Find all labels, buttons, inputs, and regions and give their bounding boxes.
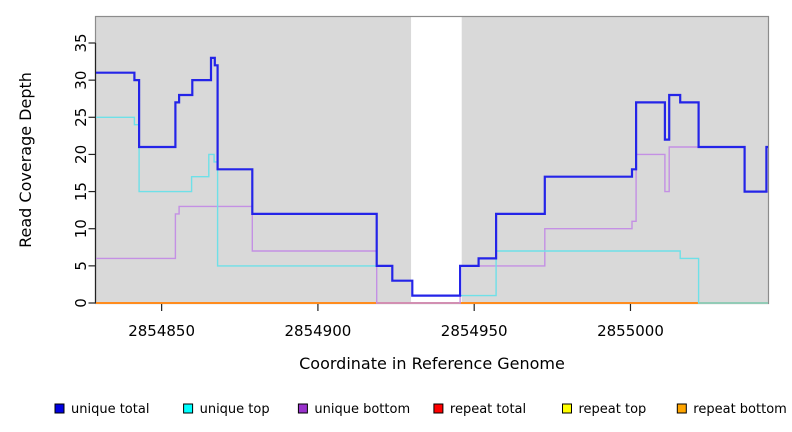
legend-swatch-unique-bottom — [297, 403, 308, 414]
legend-label-repeat-total: repeat total — [450, 402, 526, 417]
y-tick-label: 0 — [72, 298, 90, 308]
x-tick-label: 2855000 — [597, 322, 664, 340]
series-line-unique-total — [96, 56, 768, 297]
legend-item-unique-bottom: unique bottom — [297, 402, 410, 417]
no-data-gap-band — [411, 17, 462, 303]
legend-swatch-unique-top — [183, 403, 194, 414]
legend-swatch-repeat-bottom — [676, 403, 687, 414]
legend-label-unique-top: unique top — [200, 402, 270, 417]
legend-swatch-repeat-total — [433, 403, 444, 414]
series-line-unique-top — [96, 116, 768, 304]
legend-item-repeat-total: repeat total — [433, 402, 526, 417]
y-tick-label: 35 — [72, 33, 90, 52]
legend-item-unique-top: unique top — [183, 402, 270, 417]
legend-item-repeat-bottom: repeat bottom — [676, 402, 787, 417]
plot-area: 0 5 10 15 20 25 30 35 2854850 2854900 2854950 28550… — [72, 15, 770, 340]
y-tick-label: 25 — [72, 108, 90, 127]
legend-label-repeat-top: repeat top — [579, 402, 647, 417]
x-tick-label: 2854900 — [285, 322, 352, 340]
legend-label-unique-bottom: unique bottom — [314, 402, 410, 417]
legend-swatch-repeat-top — [562, 403, 572, 414]
legend-label-unique-total: unique total — [71, 402, 149, 417]
x-axis-title: Coordinate in Reference Genome — [299, 354, 565, 373]
y-tick-label: 20 — [72, 145, 90, 164]
legend-swatch-unique-total — [54, 403, 65, 414]
y-tick-label: 10 — [72, 219, 90, 238]
x-tick-label: 2854950 — [441, 322, 508, 340]
legend-item-unique-total: unique total — [54, 402, 149, 417]
legend-item-repeat-top: repeat top — [562, 402, 647, 417]
legend-label-repeat-bottom: repeat bottom — [693, 402, 787, 417]
y-tick-label: 5 — [72, 261, 90, 271]
x-tick-label: 2854850 — [128, 322, 195, 340]
y-axis-title: Read Coverage Depth — [16, 72, 35, 248]
y-tick-label: 15 — [72, 182, 90, 201]
series-line-unique-bottom — [96, 146, 768, 304]
legend: unique total unique top unique bottom repea… — [54, 402, 787, 417]
y-tick-label: 30 — [72, 71, 90, 90]
